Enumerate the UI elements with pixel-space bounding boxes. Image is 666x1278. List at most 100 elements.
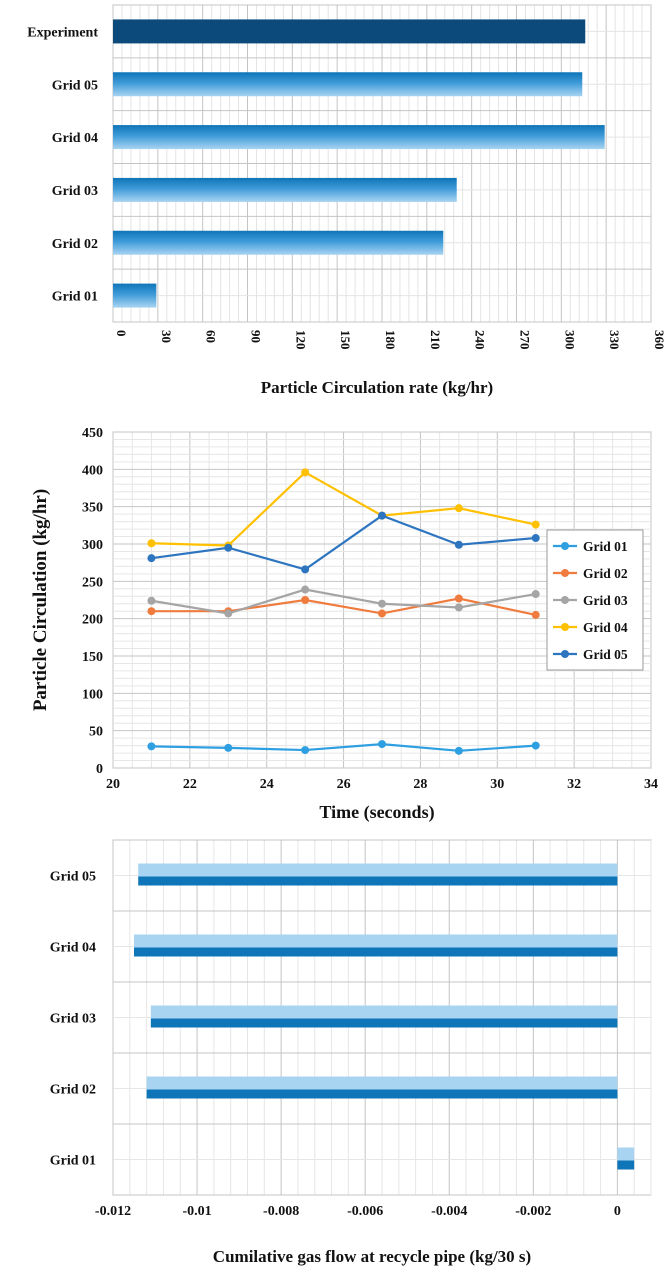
x-tick-label: 34 bbox=[644, 777, 658, 792]
data-point bbox=[301, 565, 310, 574]
data-point bbox=[454, 746, 463, 755]
bar-grid-01 bbox=[113, 283, 157, 308]
x-tick-label: -0.01 bbox=[182, 1204, 211, 1219]
x-tick-label: -0.002 bbox=[515, 1204, 551, 1219]
data-point bbox=[454, 504, 463, 513]
data-point bbox=[224, 543, 233, 552]
data-point bbox=[531, 590, 540, 599]
data-point bbox=[531, 534, 540, 543]
x-tick-label: 0 bbox=[114, 330, 129, 337]
x-tick-label: 300 bbox=[562, 330, 577, 350]
x-tick-label: 150 bbox=[338, 330, 353, 350]
data-point bbox=[301, 596, 310, 604]
legend-label: Grid 02 bbox=[583, 566, 628, 581]
x-tick-label: 60 bbox=[204, 330, 219, 343]
x-tick-label: 120 bbox=[293, 330, 308, 350]
category-label: Grid 01 bbox=[50, 1154, 96, 1169]
y-tick-label: 100 bbox=[82, 687, 103, 702]
legend-label: Grid 04 bbox=[583, 620, 628, 635]
legend-label: Grid 03 bbox=[583, 593, 628, 608]
bar-shade bbox=[146, 1089, 618, 1099]
bar-grid-04 bbox=[113, 125, 605, 150]
category-label: Grid 04 bbox=[50, 941, 96, 956]
category-label: Grid 03 bbox=[52, 184, 98, 199]
data-point bbox=[301, 746, 310, 755]
y-tick-label: 350 bbox=[82, 501, 103, 516]
legend-label: Grid 05 bbox=[583, 647, 628, 662]
y-tick-label: 150 bbox=[82, 650, 103, 665]
x-tick-label: 180 bbox=[383, 330, 398, 350]
data-point bbox=[454, 540, 463, 549]
bar-grid-05 bbox=[113, 72, 583, 97]
y-tick-label: 300 bbox=[82, 538, 103, 553]
x-tick-label: -0.008 bbox=[263, 1204, 299, 1219]
legend-marker bbox=[561, 596, 569, 604]
x-axis-title: Particle Circulation rate (kg/hr) bbox=[261, 378, 493, 397]
series-line-grid-05 bbox=[151, 514, 536, 571]
category-label: Grid 02 bbox=[52, 237, 98, 252]
x-tick-label: 330 bbox=[607, 330, 622, 350]
data-point bbox=[378, 740, 386, 749]
bar-experiment bbox=[113, 19, 586, 44]
data-point bbox=[147, 539, 156, 548]
x-tick-label: 90 bbox=[249, 330, 264, 343]
category-label: Grid 01 bbox=[52, 290, 98, 305]
x-tick-label: 24 bbox=[260, 777, 274, 792]
y-tick-label: 400 bbox=[82, 463, 103, 478]
x-axis-title: Time (seconds) bbox=[319, 802, 434, 823]
particle-circulation-rate-bar-chart: Experiment Grid 05 Grid 04 Grid 03 Grid 02 Gr… bbox=[27, 4, 666, 397]
bar-grid-04 bbox=[134, 934, 618, 948]
x-axis-title: Cumilative gas flow at recycle pipe (kg/… bbox=[213, 1247, 531, 1266]
y-axis-title: Particle Circulation (kg/hr) bbox=[30, 489, 51, 711]
category-label: Grid 05 bbox=[50, 870, 96, 885]
category-label: Experiment bbox=[27, 25, 98, 40]
x-tick-label: 26 bbox=[337, 777, 351, 792]
x-tick-label: 28 bbox=[413, 777, 427, 792]
category-label: Grid 04 bbox=[52, 131, 98, 146]
data-point bbox=[224, 609, 233, 618]
bar-shade bbox=[138, 876, 618, 886]
legend-marker bbox=[561, 542, 569, 550]
legend-marker bbox=[561, 623, 569, 631]
particle-circulation-line-chart: 0 50 100 150 200 250 300 350 400 450 20 22 24 26 28 30 3… bbox=[30, 426, 658, 823]
data-point bbox=[378, 609, 386, 618]
x-tick-label: 30 bbox=[159, 330, 174, 343]
x-tick-label: 240 bbox=[473, 330, 488, 350]
series-line-grid-04 bbox=[151, 470, 536, 547]
x-tick-label: 0 bbox=[614, 1204, 621, 1219]
x-tick-label: -0.006 bbox=[347, 1204, 383, 1219]
cumulative-gas-flow-bar-chart: Grid 05 Grid 04 Grid 03 Grid 02 Grid 01 -0.01… bbox=[50, 839, 652, 1266]
y-tick-label: 250 bbox=[82, 575, 103, 590]
category-label: Grid 02 bbox=[50, 1083, 96, 1098]
x-tick-label: 20 bbox=[106, 777, 120, 792]
legend-label: Grid 01 bbox=[583, 539, 628, 554]
series-line-grid-01 bbox=[151, 743, 536, 752]
data-point bbox=[531, 520, 540, 529]
y-tick-label: 200 bbox=[82, 613, 103, 628]
bar-grid-02 bbox=[146, 1076, 618, 1090]
legend-marker bbox=[561, 569, 569, 577]
x-tick-label: 32 bbox=[567, 777, 581, 792]
bar-grid-01 bbox=[617, 1147, 635, 1161]
data-point bbox=[147, 554, 156, 563]
data-point bbox=[147, 607, 156, 616]
data-point bbox=[531, 741, 540, 750]
data-point bbox=[378, 599, 386, 608]
data-point bbox=[454, 594, 463, 603]
legend-marker bbox=[561, 650, 569, 658]
x-tick-label: 22 bbox=[183, 777, 197, 792]
data-point bbox=[147, 742, 156, 751]
x-tick-label: 30 bbox=[490, 777, 504, 792]
data-point bbox=[531, 610, 540, 619]
bar-shade bbox=[134, 947, 618, 957]
bar-shade bbox=[617, 1160, 635, 1170]
data-point bbox=[301, 585, 310, 594]
data-point bbox=[147, 596, 156, 605]
y-tick-label: 0 bbox=[96, 762, 103, 777]
x-tick-label: 270 bbox=[518, 330, 533, 350]
x-tick-label: 210 bbox=[428, 330, 443, 350]
data-point bbox=[301, 468, 310, 477]
y-tick-label: 50 bbox=[89, 725, 103, 740]
x-tick-label: -0.012 bbox=[95, 1204, 131, 1219]
bar-grid-03 bbox=[113, 177, 457, 202]
